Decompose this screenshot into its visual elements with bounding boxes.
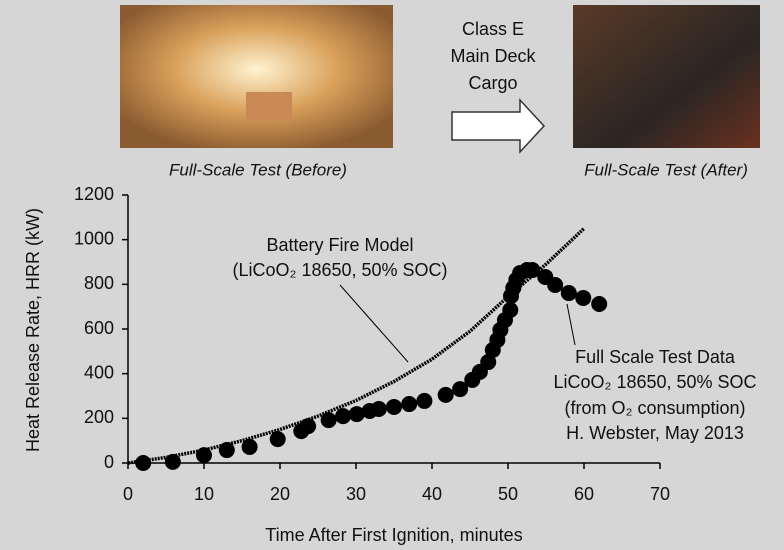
data-point [524,262,541,279]
plot: 0 200 400 600 800 1000 1200 0 10 20 30 40 50 60 70 [74,184,670,504]
y-tick-label: 200 [84,407,114,427]
annotation: (LiCoO₂ 18650, 50% SOC) [232,260,447,280]
data-point [135,455,152,471]
x-tick-label: 10 [194,484,214,504]
x-tick-label: 30 [346,484,366,504]
x-tick-label: 50 [498,484,518,504]
photo-after [573,5,760,148]
data-point [502,302,519,319]
data-point [560,285,577,302]
data-point [591,295,608,312]
data-point [452,381,469,398]
data-point [416,392,433,409]
annotation-arrow [339,284,409,363]
annotation: (from O₂ consumption) [564,398,745,418]
y-axis-label: Heat Release Rate, HRR (kW) [23,208,43,452]
x-tick-label: 70 [650,484,670,504]
annotation: Full Scale Test Data [575,347,736,367]
annotation: Battery Fire Model [266,235,413,255]
annotation: H. Webster, May 2013 [566,423,744,443]
data-point [348,406,365,423]
center-label: Cargo [468,73,517,93]
arrow-icon [451,98,546,154]
data-point [401,396,418,413]
x-tick-label: 60 [574,484,594,504]
y-tick-label: 800 [84,273,114,293]
model-line [127,227,586,465]
x-tick-label: 40 [422,484,442,504]
data-point [196,447,212,464]
y-tick-label: 400 [84,362,114,382]
data-point [370,400,387,417]
x-tick-label: 20 [270,484,290,504]
y-tick-label: 1200 [74,184,114,204]
data-point [300,418,317,435]
y-tick-label: 600 [84,318,114,338]
data-point [241,438,258,455]
caption: Full-Scale Test (After) [584,160,748,179]
annotation-arrow [566,303,576,346]
center-label: Main Deck [450,46,536,66]
data-point [335,408,352,425]
photo-detail [246,92,292,120]
x-axis-label: Time After First Ignition, minutes [265,525,522,545]
annotation: LiCoO₂ 18650, 50% SOC [553,372,756,392]
data-point [164,453,181,470]
data-point [437,386,454,403]
data-point [320,412,337,429]
photo-before [120,5,393,148]
y-tick-label: 1000 [74,228,114,248]
center-label: Class E [462,19,524,39]
x-tick-label: 0 [123,484,133,504]
data-point [547,277,564,294]
data-point [269,431,286,448]
caption: Full-Scale Test (Before) [169,160,347,179]
data-point [386,398,402,415]
y-tick-label: 0 [104,452,114,472]
data-point [218,442,235,459]
data-point [480,354,497,371]
data-point [575,289,592,306]
